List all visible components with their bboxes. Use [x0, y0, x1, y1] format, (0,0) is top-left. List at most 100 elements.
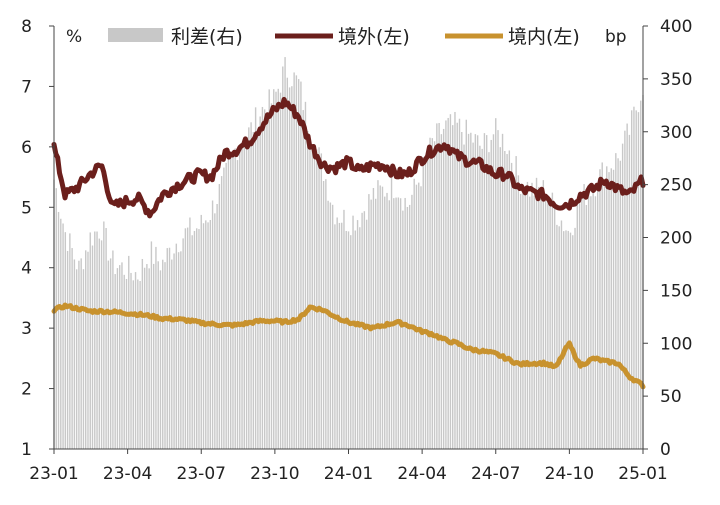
- spread-bar: [75, 269, 78, 449]
- left-tick-label: 6: [21, 138, 32, 158]
- spread-bar: [637, 112, 640, 449]
- spread-bar: [587, 193, 590, 449]
- spread-bar: [456, 122, 458, 450]
- spread-bar: [288, 87, 291, 450]
- spread-bar: [429, 137, 431, 450]
- spread-bar: [297, 79, 300, 449]
- spread-bar: [62, 223, 64, 449]
- spread-bar: [535, 177, 538, 449]
- spread-bar: [336, 217, 338, 449]
- spread-bar: [107, 260, 110, 449]
- spread-bar: [266, 117, 268, 449]
- spread-bar: [499, 147, 501, 449]
- spread-bar: [103, 221, 105, 449]
- spread-bar: [617, 158, 619, 449]
- left-tick-label: 7: [21, 77, 32, 97]
- spread-bar: [452, 125, 454, 449]
- spread-bar: [245, 138, 248, 449]
- legend-label: 境内(左): [508, 26, 580, 48]
- left-tick-label: 3: [21, 319, 32, 339]
- spread-bar: [596, 190, 599, 449]
- spread-bar: [612, 169, 615, 450]
- spread-bar: [168, 247, 171, 449]
- spread-bar: [531, 182, 533, 449]
- right-tick-label: 0: [660, 440, 671, 460]
- x-tick-label: 24-07: [471, 464, 520, 484]
- spread-bar: [513, 177, 515, 449]
- spread-bar: [495, 118, 497, 450]
- spread-bar: [291, 86, 293, 449]
- spread-bar: [119, 265, 121, 449]
- spread-bar: [184, 228, 187, 449]
- spread-bar: [71, 248, 73, 449]
- spread-bar: [220, 176, 223, 449]
- spread-bar: [109, 258, 112, 449]
- spread-bar: [563, 231, 565, 449]
- spread-bar: [635, 110, 637, 449]
- spread-bar: [286, 77, 289, 449]
- spread-bar: [547, 200, 549, 449]
- spread-bar: [329, 202, 332, 449]
- spread-bar: [624, 130, 626, 450]
- spread-bar: [162, 259, 164, 449]
- spread-bar: [277, 88, 279, 449]
- offshore-line: [51, 96, 646, 219]
- spread-bar: [372, 187, 375, 449]
- spread-bar: [152, 263, 155, 449]
- spread-bar: [57, 211, 60, 449]
- spread-bar: [196, 228, 198, 449]
- spread-bar: [200, 214, 202, 449]
- spread-bar: [252, 131, 255, 450]
- right-tick-label: 350: [660, 70, 692, 90]
- spread-bar: [343, 209, 345, 449]
- spread-bar: [572, 235, 574, 449]
- left-unit-label: %: [66, 27, 82, 47]
- spread-bar: [454, 111, 456, 450]
- spread-bar: [164, 262, 166, 449]
- spread-bar: [565, 230, 567, 449]
- spread-bar: [98, 238, 101, 449]
- spread-bar: [603, 183, 606, 450]
- spread-bar: [325, 179, 327, 450]
- spread-bar: [318, 147, 320, 450]
- spread-bar: [180, 251, 182, 449]
- spread-bar: [415, 184, 418, 449]
- spread-bar: [476, 135, 479, 450]
- spread-bar: [529, 196, 531, 449]
- spread-bar: [483, 133, 486, 449]
- spread-bar: [263, 109, 266, 449]
- spread-bar: [128, 255, 130, 449]
- spread-bar: [139, 281, 141, 449]
- spread-bar: [94, 231, 96, 449]
- spread-bar: [630, 110, 633, 449]
- spread-bar: [171, 259, 173, 449]
- spread-bar: [628, 134, 631, 449]
- spread-bar: [445, 120, 447, 450]
- spread-bar: [134, 272, 137, 449]
- spread-bar: [522, 185, 524, 449]
- spread-bar: [116, 268, 119, 449]
- spread-bar: [230, 155, 232, 449]
- spread-bar: [368, 194, 370, 449]
- spread-bar: [497, 130, 499, 450]
- spread-bar: [250, 122, 252, 450]
- spread-bar: [295, 75, 298, 449]
- spread-bar: [177, 252, 180, 449]
- spread-bar: [359, 227, 361, 449]
- spread-bar: [125, 278, 128, 449]
- spread-bar: [209, 220, 212, 449]
- spread-bar: [175, 243, 178, 449]
- spread-bar: [284, 57, 286, 449]
- spread-bar: [583, 184, 585, 449]
- legend-label: 利差(右): [171, 26, 243, 48]
- spread-bar: [234, 148, 236, 449]
- spread-bar: [69, 233, 71, 449]
- spread-bar: [363, 211, 366, 449]
- right-tick-label: 400: [660, 17, 692, 37]
- spread-bar: [479, 145, 481, 449]
- x-tick-label: 23-04: [103, 464, 152, 484]
- spread-bar: [279, 92, 282, 450]
- spread-bar: [633, 106, 635, 450]
- spread-bar: [519, 193, 522, 449]
- spread-bar: [248, 127, 250, 450]
